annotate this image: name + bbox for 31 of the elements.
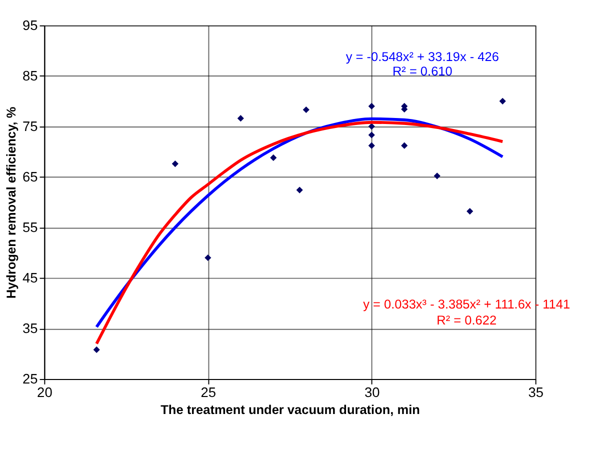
point bbox=[204, 254, 212, 262]
point bbox=[296, 186, 303, 194]
point bbox=[499, 98, 506, 104]
point bbox=[172, 160, 178, 168]
point bbox=[466, 208, 474, 215]
x-tick-label: 25 bbox=[200, 385, 216, 400]
point bbox=[401, 142, 408, 149]
y-tick-label: 85 bbox=[22, 68, 38, 84]
y-tick-label: 35 bbox=[22, 320, 38, 336]
point bbox=[302, 106, 310, 114]
point bbox=[270, 154, 277, 162]
point bbox=[368, 142, 375, 149]
y-axis-title: Hydrogen removal efficiency, % bbox=[4, 106, 19, 299]
y-tick-label: 25 bbox=[22, 371, 38, 386]
annotation: R² = 0.622 bbox=[436, 312, 497, 328]
y-tick-label: 55 bbox=[22, 220, 38, 235]
point bbox=[368, 132, 375, 138]
x-tick-label: 20 bbox=[37, 385, 53, 400]
annotation: R² = 0.610 bbox=[392, 63, 452, 78]
y-tick-label: 65 bbox=[22, 169, 38, 184]
point bbox=[93, 346, 100, 353]
x-tick-label: 30 bbox=[364, 385, 380, 400]
y-tick-label: 45 bbox=[22, 270, 38, 286]
y-tick-label: 75 bbox=[22, 118, 38, 134]
point bbox=[434, 172, 440, 180]
y-tick-label: 95 bbox=[22, 18, 38, 33]
x-tick-label: 35 bbox=[528, 385, 544, 400]
x-axis-title: The treatment under vacuum duration, min bbox=[160, 402, 420, 417]
point bbox=[237, 115, 244, 122]
point bbox=[368, 123, 375, 130]
point bbox=[368, 102, 375, 110]
